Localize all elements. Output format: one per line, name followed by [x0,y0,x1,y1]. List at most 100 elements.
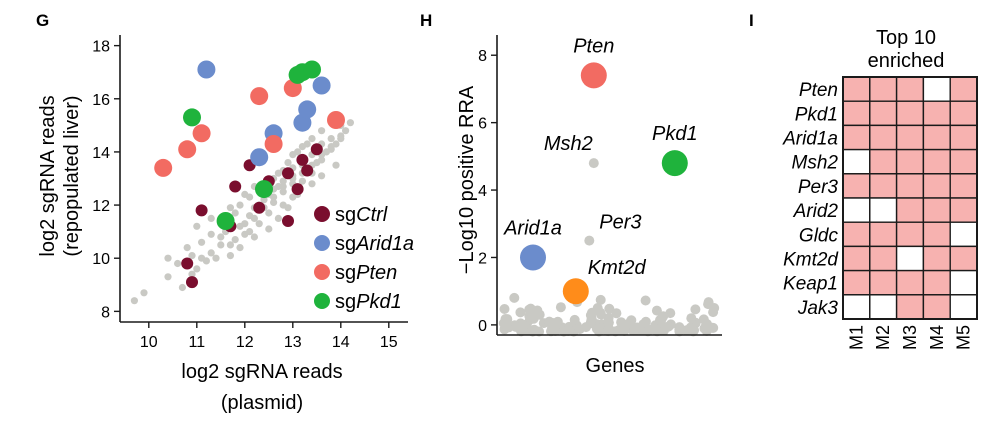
g-background-point-58 [217,241,225,249]
g-background-point-52 [308,180,316,188]
panel-h: H −Log10 positive RRA Pten Pkd1 Msh2 Per3 Ar… [420,11,722,377]
panel-h-xlabel: Genes [586,355,645,377]
g-background-point-46 [236,244,244,252]
g-legend-prefix-pkd1: sg [335,291,356,313]
h-background-gene-56 [595,294,606,305]
panel-g-xlabel-line-2: (plasmid) [221,392,303,414]
g-point-sgarid1a-1 [250,148,269,167]
heatmap-cell-jak3-m2 [869,294,898,320]
heatmap-cell-msh2-m4 [922,148,951,175]
g-point-sgctrl-9 [282,215,294,227]
h-background-gene-121 [611,308,622,319]
h-label-arid1a: Arid1a [503,218,562,240]
h-background-gene-138 [502,314,513,325]
heatmap-cell-pten-m4 [922,76,951,102]
g-background-point-22 [279,188,287,196]
h-background-gene-147 [517,322,528,332]
h-y-tick-label-8: 8 [478,48,487,65]
h-point-pkd1 [661,150,688,177]
g-point-sgctrl-13 [301,164,314,177]
h-label-pten: Pten [573,35,614,57]
g-point-sgctrl-2 [195,204,208,217]
g-legend-gene-pten: Pten [356,262,397,284]
g-background-point-94 [270,193,278,201]
g-background-point-20 [270,198,278,206]
h-point-arid1a [520,244,546,271]
heatmap-column-label-m4: M4 [927,325,947,350]
heatmap-cell-pkd1-m4 [922,100,951,127]
heatmap-column-label-m1: M1 [846,325,866,350]
h-point-pten [580,62,607,89]
g-y-tick-label-10: 10 [92,251,110,268]
g-x-tick-label-14: 14 [332,334,350,351]
g-background-point-11 [226,241,234,249]
heatmap-cell-per3-m2 [869,173,898,199]
g-background-point-34 [207,214,215,222]
g-background-point-33 [193,222,201,230]
g-point-sgpten-0 [154,158,173,177]
heatmap-cell-msh2-m5 [949,148,978,175]
g-y-tick-label-8: 8 [101,304,110,321]
g-background-point-86 [303,140,311,148]
h-background-gene-140 [703,299,714,310]
h-label-pkd1: Pkd1 [652,123,698,145]
panel-i-title-line-1: Top 10 [876,27,936,49]
g-background-point-29 [327,135,335,143]
heatmap-cell-per3-m4 [922,173,951,199]
g-y-tick-label-14: 14 [92,145,110,162]
heatmap-cell-keap1-m4 [922,269,951,296]
g-x-tick-label-10: 10 [140,334,158,351]
heatmap-cell-pkd1-m2 [869,100,898,127]
h-y-tick-label-2: 2 [478,250,487,267]
g-y-tick-label-16: 16 [92,92,110,109]
g-y-tick-label-18: 18 [92,39,110,56]
h-background-gene-145 [623,318,634,329]
g-legend-prefix-ctrl: sg [335,204,356,226]
panel-h-plot-area: Pten Pkd1 Msh2 Per3 Arid1a Kmt2d [498,35,720,337]
g-background-point-49 [274,214,282,222]
g-background-point-16 [255,220,263,228]
h-background-gene-114 [619,326,630,336]
h-background-gene-111 [640,295,651,306]
g-x-tick-label-13: 13 [284,334,302,351]
h-background-gene-142 [690,304,701,315]
h-background-gene-117 [699,323,710,334]
panel-g-ticks: 10 11 12 13 14 15 8 10 12 14 16 18 [92,39,398,351]
panel-h-letter: H [420,11,432,30]
heatmap-cell-arid1a-m4 [922,124,951,151]
h-background-gene-135 [558,326,569,337]
panel-i: I Top 10 enriched Pten Pkd1 Arid1a Msh2 Per3… [749,11,978,350]
h-background-gene-126 [596,309,607,320]
heatmap-cell-kmt2d-m4 [922,245,951,272]
g-background-point-7 [198,238,206,246]
h-background-gene-144 [534,309,545,320]
g-background-point-44 [308,135,316,143]
heatmap-cell-keap1-m5 [949,269,978,296]
heatmap-cell-kmt2d-m5 [949,245,978,272]
heatmap-column-label-m5: M5 [954,325,974,350]
g-background-point-63 [298,177,306,185]
heatmap-cell-kmt2d-m1 [842,245,871,272]
heatmap-cell-gldc-m3 [895,221,925,248]
g-background-point-0 [130,297,138,305]
panel-h-ylabel: −Log10 positive RRA [456,85,478,274]
h-background-gene-149 [551,318,562,329]
heatmap-cell-arid1a-m5 [949,124,978,151]
g-point-sgpkd1-2 [255,180,273,199]
g-background-point-80 [246,193,254,201]
g-point-sgctrl-1 [186,276,198,289]
heatmap-cell-jak3-m4 [922,294,951,320]
h-point-kmt2d [562,278,589,305]
heatmap-row-label-msh2: Msh2 [792,153,839,174]
h-background-gene-139 [647,324,657,335]
g-point-sgctrl-7 [253,201,266,214]
heatmap-cell-pten-m2 [869,76,898,102]
h-y-tick-label-6: 6 [478,116,487,133]
g-point-sgarid1a-5 [312,76,331,95]
h-background-gene-73 [587,307,597,318]
heatmap-cell-gldc-m1 [842,221,871,248]
heatmap-row-label-arid1a: Arid1a [782,129,838,150]
h-point-msh2 [588,158,599,169]
g-point-sgpten-3 [250,87,269,106]
